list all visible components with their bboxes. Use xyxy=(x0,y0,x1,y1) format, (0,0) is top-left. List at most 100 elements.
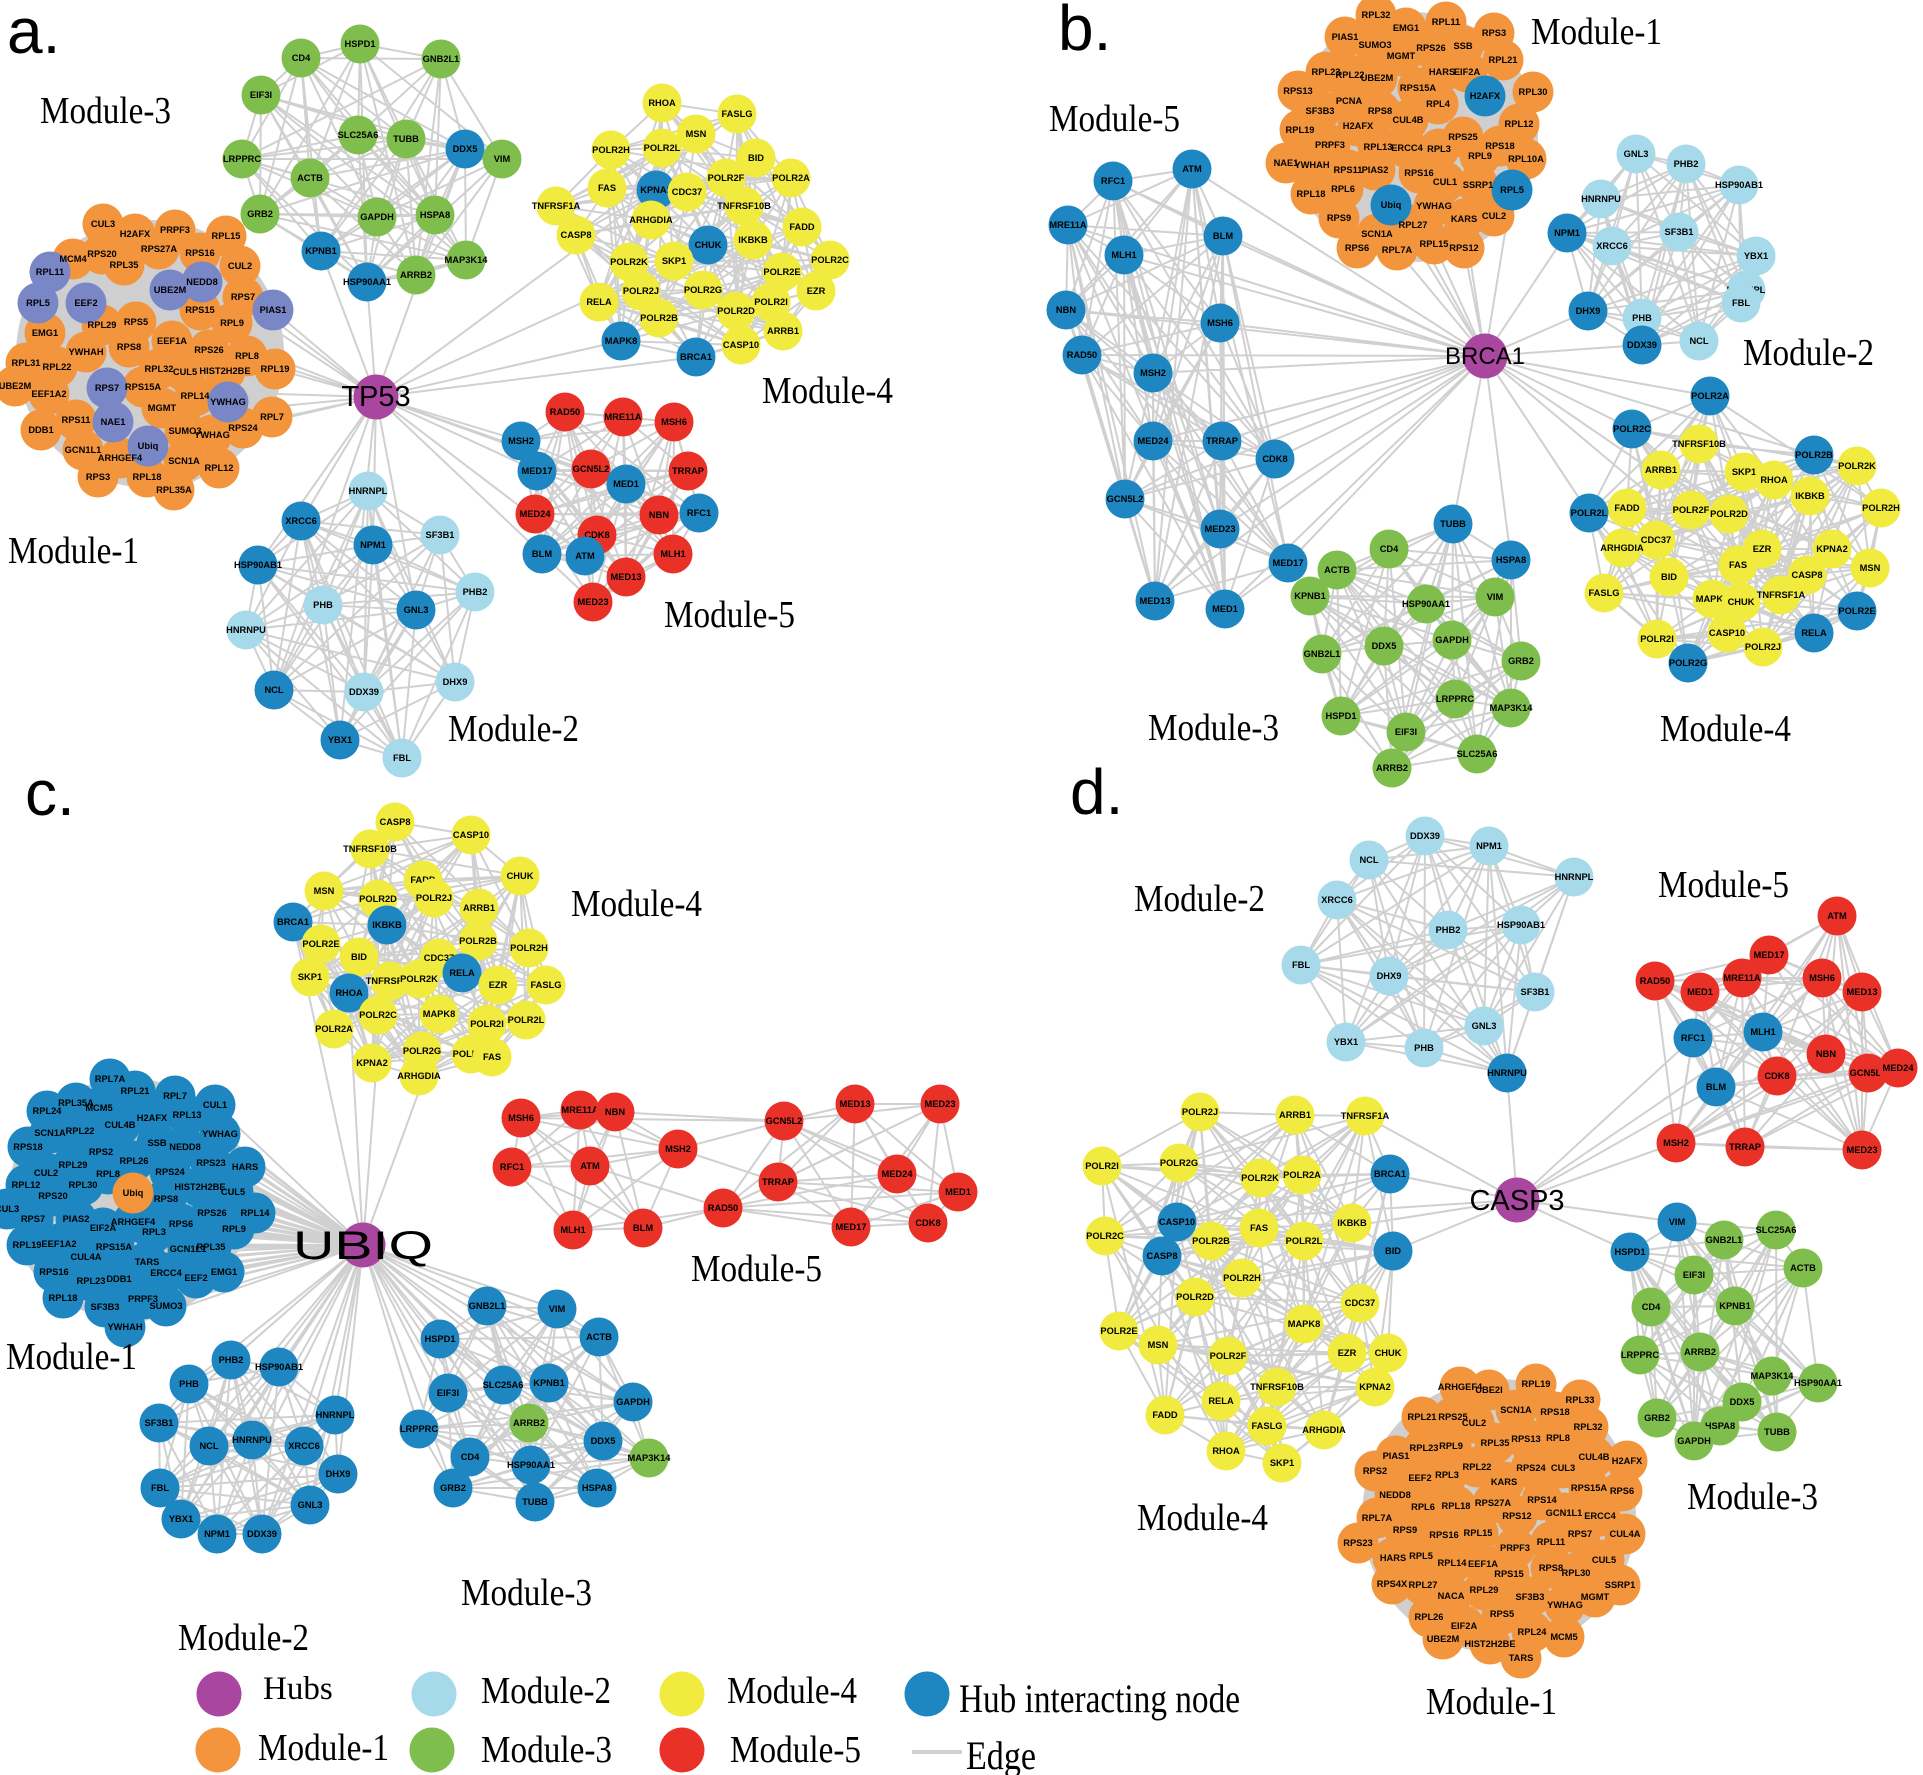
svg-text:CUL3: CUL3 xyxy=(1551,1463,1575,1473)
svg-text:RPS7: RPS7 xyxy=(231,292,255,302)
svg-text:RPS9: RPS9 xyxy=(1393,1525,1417,1535)
svg-text:HSP90AA1: HSP90AA1 xyxy=(507,1460,555,1470)
svg-text:LRPPRC: LRPPRC xyxy=(1436,694,1475,704)
svg-text:TNFRSF10B: TNFRSF10B xyxy=(1250,1382,1304,1392)
svg-text:ARRB1: ARRB1 xyxy=(1279,1110,1311,1120)
svg-text:POLR2G: POLR2G xyxy=(684,285,722,295)
svg-text:YWHAG: YWHAG xyxy=(202,1129,238,1139)
svg-text:RPS26: RPS26 xyxy=(194,345,223,355)
svg-text:UBE2M: UBE2M xyxy=(1361,73,1394,83)
svg-text:RPL32: RPL32 xyxy=(1362,10,1391,20)
svg-text:MLH1: MLH1 xyxy=(660,549,685,559)
svg-text:SCN1A: SCN1A xyxy=(1500,1405,1532,1415)
svg-text:TUBB: TUBB xyxy=(393,134,419,144)
svg-text:Module-1: Module-1 xyxy=(6,1336,137,1378)
svg-text:RPL15: RPL15 xyxy=(1420,239,1449,249)
svg-text:RPL23: RPL23 xyxy=(1410,1443,1439,1453)
svg-text:MGMT: MGMT xyxy=(1581,1592,1610,1602)
svg-text:PHB: PHB xyxy=(313,600,333,610)
svg-text:PIAS1: PIAS1 xyxy=(1332,32,1359,42)
svg-text:HSP90AB1: HSP90AB1 xyxy=(1497,920,1545,930)
svg-text:RPS9: RPS9 xyxy=(1327,213,1351,223)
svg-text:SLC25A6: SLC25A6 xyxy=(483,1380,524,1390)
svg-text:Module-3: Module-3 xyxy=(40,90,171,132)
svg-text:GAPDH: GAPDH xyxy=(1435,635,1469,645)
svg-text:EIF2A: EIF2A xyxy=(1451,1621,1478,1631)
svg-text:EIF2A: EIF2A xyxy=(1454,67,1481,77)
svg-text:PHB2: PHB2 xyxy=(1674,159,1699,169)
svg-text:RPL13: RPL13 xyxy=(173,1110,202,1120)
svg-text:CHUK: CHUK xyxy=(1728,597,1755,607)
svg-text:SCN1A: SCN1A xyxy=(1361,229,1393,239)
svg-text:CUL4A: CUL4A xyxy=(71,1252,102,1262)
svg-text:YWHAH: YWHAH xyxy=(68,347,103,357)
svg-text:SSB: SSB xyxy=(147,1138,166,1148)
svg-text:RPS24: RPS24 xyxy=(1516,1463,1546,1473)
svg-text:RPL21: RPL21 xyxy=(121,1086,150,1096)
svg-text:RPL4: RPL4 xyxy=(1426,99,1451,109)
svg-text:Ubiq: Ubiq xyxy=(138,441,159,451)
svg-text:CHUK: CHUK xyxy=(695,240,722,250)
svg-text:ACTB: ACTB xyxy=(586,1332,612,1342)
svg-text:HSPA8: HSPA8 xyxy=(582,1483,612,1493)
svg-text:LRPPRC: LRPPRC xyxy=(400,1424,439,1434)
svg-text:POLR2C: POLR2C xyxy=(1086,1231,1124,1241)
svg-text:MSH2: MSH2 xyxy=(508,436,534,446)
svg-text:RPS8: RPS8 xyxy=(1539,1563,1563,1573)
svg-text:POLR2D: POLR2D xyxy=(717,306,755,316)
svg-text:UBE2M: UBE2M xyxy=(154,285,187,295)
svg-text:XRCC6: XRCC6 xyxy=(1321,895,1353,905)
svg-text:FBL: FBL xyxy=(151,1483,169,1493)
svg-text:NEDD8: NEDD8 xyxy=(1379,1490,1411,1500)
svg-text:RPS18: RPS18 xyxy=(13,1142,42,1152)
svg-text:RPS16: RPS16 xyxy=(39,1267,68,1277)
svg-text:MAPK8: MAPK8 xyxy=(1288,1319,1321,1329)
svg-text:SUMO3: SUMO3 xyxy=(168,426,201,436)
svg-text:KPNA2: KPNA2 xyxy=(640,185,672,195)
svg-text:Module-1: Module-1 xyxy=(8,530,139,572)
svg-text:POLR2D: POLR2D xyxy=(1176,1292,1214,1302)
svg-text:ARHGEF4: ARHGEF4 xyxy=(98,453,143,463)
svg-text:Module-3: Module-3 xyxy=(461,1572,592,1614)
svg-text:MRE11A: MRE11A xyxy=(604,412,641,422)
svg-text:FBL: FBL xyxy=(1292,960,1310,970)
svg-text:d.: d. xyxy=(1070,756,1123,828)
svg-text:SSRP1: SSRP1 xyxy=(1463,180,1494,190)
svg-text:IKBKB: IKBKB xyxy=(1795,491,1825,501)
svg-text:CDC37: CDC37 xyxy=(1641,535,1671,545)
svg-text:BRCA1: BRCA1 xyxy=(1374,1169,1406,1179)
svg-text:RPL7A: RPL7A xyxy=(95,1074,126,1084)
svg-text:BRCA1: BRCA1 xyxy=(680,352,712,362)
svg-text:NBN: NBN xyxy=(649,510,669,520)
svg-text:RPL35: RPL35 xyxy=(1481,1438,1510,1448)
svg-text:RPL12: RPL12 xyxy=(205,463,234,473)
svg-text:GNL3: GNL3 xyxy=(298,1500,323,1510)
svg-text:RPL18: RPL18 xyxy=(1442,1501,1471,1511)
svg-text:NEDD8: NEDD8 xyxy=(169,1142,201,1152)
svg-text:RPL3: RPL3 xyxy=(1427,144,1451,154)
svg-text:CUL5: CUL5 xyxy=(173,367,197,377)
svg-text:EEF2: EEF2 xyxy=(74,298,97,308)
svg-text:RPL7: RPL7 xyxy=(163,1091,187,1101)
svg-text:POLR2K: POLR2K xyxy=(610,257,648,267)
svg-text:HNRNPU: HNRNPU xyxy=(1487,1068,1527,1078)
svg-text:EMG1: EMG1 xyxy=(32,328,58,338)
svg-text:ATM: ATM xyxy=(575,551,595,561)
svg-text:TUBB: TUBB xyxy=(522,1497,548,1507)
svg-text:GCN1L1: GCN1L1 xyxy=(65,445,102,455)
svg-text:MAP3K14: MAP3K14 xyxy=(1751,1371,1795,1381)
svg-text:KPNA2: KPNA2 xyxy=(356,1058,388,1068)
svg-text:ARRB2: ARRB2 xyxy=(1684,1347,1716,1357)
svg-text:EEF2: EEF2 xyxy=(184,1273,207,1283)
svg-text:CDK8: CDK8 xyxy=(584,530,609,540)
svg-text:POLR2L: POLR2L xyxy=(1286,1236,1323,1246)
svg-text:RPL23: RPL23 xyxy=(77,1276,106,1286)
svg-text:SF3B1: SF3B1 xyxy=(1665,227,1694,237)
svg-text:Module-5: Module-5 xyxy=(1049,98,1180,140)
svg-text:POLR2D: POLR2D xyxy=(359,894,397,904)
svg-text:TNFRSF1A: TNFRSF1A xyxy=(1341,1111,1390,1121)
svg-text:RPL5: RPL5 xyxy=(1409,1551,1433,1561)
svg-text:ACTB: ACTB xyxy=(1790,1263,1816,1273)
svg-text:MED1: MED1 xyxy=(1212,604,1238,614)
svg-text:SF3B3: SF3B3 xyxy=(1516,1592,1545,1602)
